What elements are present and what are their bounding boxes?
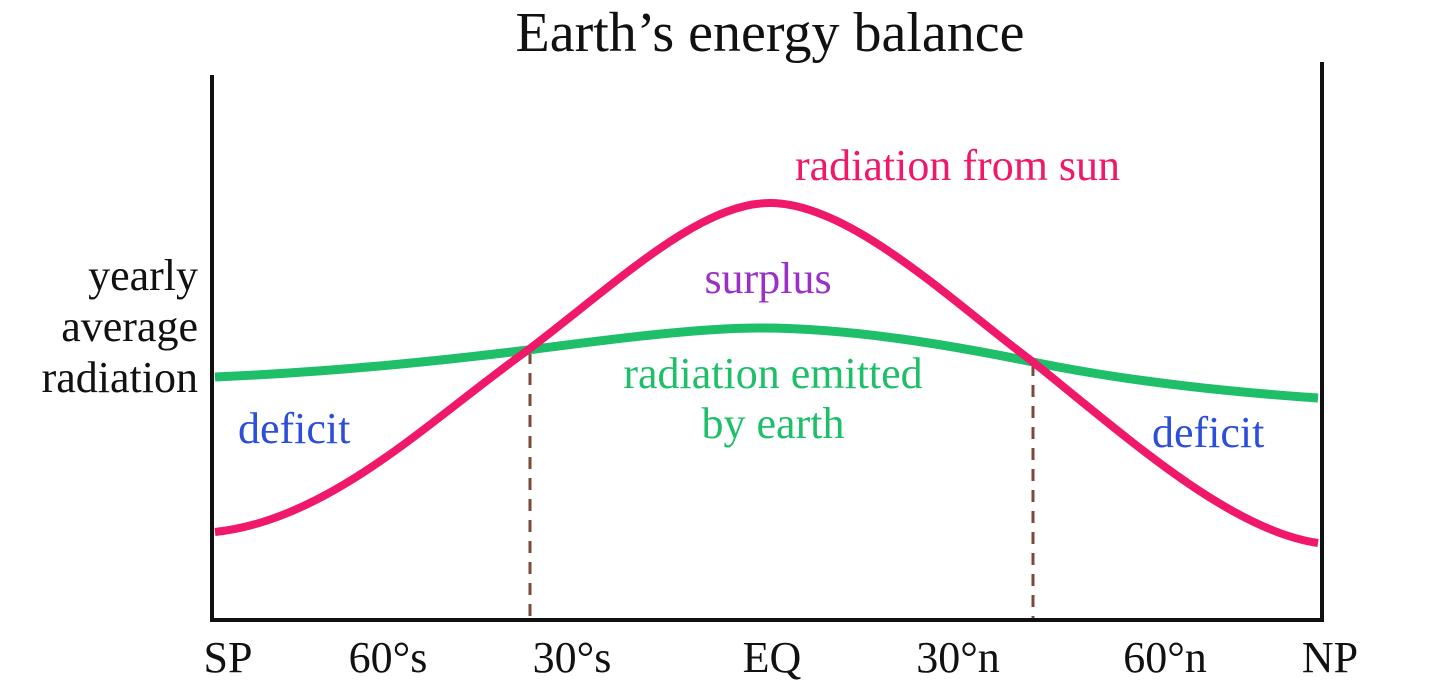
earth-label: by earth <box>702 399 845 448</box>
surplus-label: surplus <box>704 254 831 303</box>
title: Earth’s energy balance <box>516 2 1025 64</box>
x-label: 60°s <box>349 633 428 682</box>
deficit-label: deficit <box>1152 408 1264 457</box>
x-label: NP <box>1302 633 1358 682</box>
y-axis-label: yearly <box>88 251 198 300</box>
y-axis-label: radiation <box>42 353 198 402</box>
earth-curve <box>214 323 1319 403</box>
x-label: EQ <box>743 633 802 682</box>
x-label: 30°n <box>916 633 1000 682</box>
earth-label: radiation emitted <box>623 349 922 398</box>
x-label: 60°n <box>1123 633 1207 682</box>
deficit-label: deficit <box>238 404 350 453</box>
sun-label: radiation from sun <box>795 141 1120 190</box>
y-axis-label: average <box>61 302 198 351</box>
x-label: 30°s <box>533 633 612 682</box>
x-label: SP <box>204 633 253 682</box>
sun-curve <box>214 198 1319 547</box>
